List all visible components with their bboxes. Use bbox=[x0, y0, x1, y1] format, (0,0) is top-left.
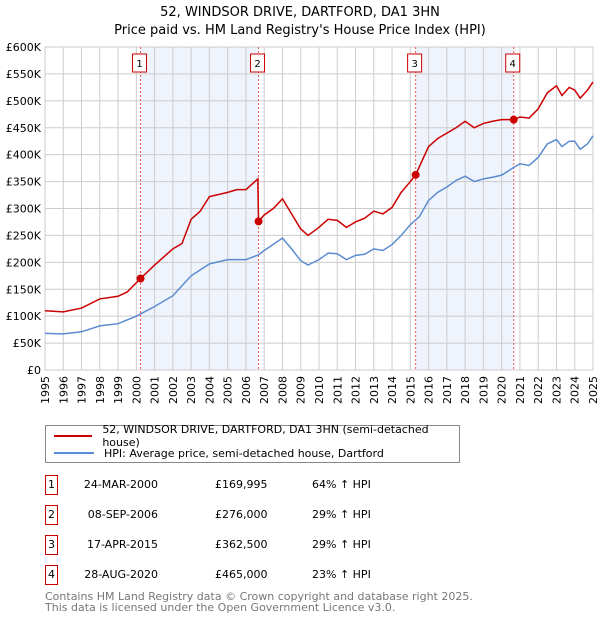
footer-line-2: This data is licensed under the Open Gov… bbox=[45, 601, 396, 614]
x-tick-label: 2017 bbox=[441, 376, 454, 404]
x-tick-label: 2022 bbox=[532, 376, 545, 404]
y-tick-label: £450K bbox=[6, 122, 42, 135]
x-tick-label: 2023 bbox=[550, 376, 563, 404]
x-tick-label: 1997 bbox=[76, 376, 89, 404]
sale-date: 24-MAR-2000 bbox=[83, 478, 158, 491]
footer-line-1: Contains HM Land Registry data © Crown c… bbox=[45, 590, 473, 603]
x-tick-label: 2005 bbox=[222, 376, 235, 404]
sale-date: 28-AUG-2020 bbox=[84, 568, 158, 581]
x-tick-label: 2021 bbox=[514, 376, 527, 404]
sale-label-box bbox=[250, 53, 266, 73]
x-tick-label: 2004 bbox=[203, 376, 216, 404]
x-tick-label: 2012 bbox=[350, 376, 363, 404]
sale-hpi-change: 29% ↑ HPI bbox=[312, 508, 371, 521]
sale-price: £465,000 bbox=[215, 568, 268, 581]
y-tick-label: £350K bbox=[6, 176, 42, 189]
sale-number-badge: 4 bbox=[45, 565, 58, 585]
sale-number-badge: 3 bbox=[45, 535, 58, 555]
x-tick-label: 2025 bbox=[587, 376, 600, 404]
x-tick-label: 2003 bbox=[185, 376, 198, 404]
y-tick-label: £200K bbox=[6, 256, 42, 269]
x-tick-label: 1999 bbox=[112, 376, 125, 404]
sale-hpi-change: 64% ↑ HPI bbox=[312, 478, 371, 491]
legend-item-property: 52, WINDSOR DRIVE, DARTFORD, DA1 3HN (se… bbox=[54, 423, 454, 449]
sale-number-badge: 1 bbox=[45, 475, 58, 495]
x-tick-label: 2020 bbox=[496, 376, 509, 404]
x-tick-label: 2015 bbox=[404, 376, 417, 404]
y-tick-label: £600K bbox=[6, 41, 42, 54]
x-tick-label: 2000 bbox=[130, 376, 143, 404]
y-tick-label: £500K bbox=[6, 95, 42, 108]
sale-number-badge: 2 bbox=[45, 505, 58, 525]
legend: 52, WINDSOR DRIVE, DARTFORD, DA1 3HN (se… bbox=[45, 423, 460, 463]
sale-label: 2 bbox=[254, 59, 260, 70]
sale-row: 2 08-SEP-2006 £276,000 29% ↑ HPI bbox=[45, 505, 465, 525]
x-tick-label: 2024 bbox=[569, 376, 582, 404]
x-tick-label: 2016 bbox=[423, 376, 436, 404]
x-tick-label: 2018 bbox=[459, 376, 472, 404]
legend-item-hpi: HPI: Average price, semi-detached house,… bbox=[54, 445, 454, 461]
y-tick-label: £0 bbox=[27, 364, 41, 377]
x-tick-label: 2001 bbox=[149, 376, 162, 404]
sale-label-box bbox=[407, 53, 423, 73]
x-tick-label: 2006 bbox=[240, 376, 253, 404]
sale-point bbox=[136, 274, 145, 283]
sale-hpi-change: 29% ↑ HPI bbox=[312, 538, 371, 551]
price-chart: 1995 1996 1997 1998 1999 2000 2001 2002 2003 2004… bbox=[6, 41, 600, 404]
sale-label: 1 bbox=[136, 59, 142, 70]
x-tick-label: 1995 bbox=[39, 376, 52, 404]
y-tick-label: £250K bbox=[6, 229, 42, 242]
y-tick-label: £150K bbox=[6, 283, 42, 296]
legend-label: HPI: Average price, semi-detached house,… bbox=[104, 446, 384, 460]
x-tick-label: 1998 bbox=[94, 376, 107, 404]
sale-price: £276,000 bbox=[215, 508, 268, 521]
sale-point bbox=[411, 170, 420, 179]
x-tick-label: 2009 bbox=[295, 376, 308, 404]
chart-title: 52, WINDSOR DRIVE, DARTFORD, DA1 3HN bbox=[160, 5, 440, 20]
y-tick-label: £50K bbox=[13, 337, 42, 350]
sale-date: 08-SEP-2006 bbox=[87, 508, 158, 521]
sale-price: £169,995 bbox=[215, 478, 268, 491]
x-tick-label: 2019 bbox=[477, 376, 490, 404]
sale-point bbox=[254, 217, 263, 226]
y-tick-label: £550K bbox=[6, 68, 42, 81]
sale-date: 17-APR-2015 bbox=[86, 538, 158, 551]
x-tick-label: 2013 bbox=[368, 376, 381, 404]
sale-price: £362,500 bbox=[215, 538, 268, 551]
sale-label: 4 bbox=[510, 59, 516, 70]
x-tick-label: 2007 bbox=[258, 376, 271, 404]
sale-label-box bbox=[132, 53, 148, 73]
y-tick-label: £300K bbox=[6, 203, 42, 216]
sale-label: 3 bbox=[411, 59, 417, 70]
legend-label: 52, WINDSOR DRIVE, DARTFORD, DA1 3HN (se… bbox=[102, 423, 429, 449]
x-tick-label: 2008 bbox=[276, 376, 289, 404]
sale-label-box bbox=[505, 53, 521, 73]
y-tick-label: £100K bbox=[6, 310, 42, 323]
sale-hpi-change: 23% ↑ HPI bbox=[312, 568, 371, 581]
plot-border bbox=[44, 46, 594, 371]
sale-row: 4 28-AUG-2020 £465,000 23% ↑ HPI bbox=[45, 565, 465, 585]
x-tick-label: 2011 bbox=[331, 376, 344, 404]
series-line bbox=[44, 135, 594, 335]
sale-row: 3 17-APR-2015 £362,500 29% ↑ HPI bbox=[45, 535, 465, 555]
x-tick-label: 2002 bbox=[167, 376, 180, 404]
x-tick-label: 1996 bbox=[57, 376, 70, 404]
series-line bbox=[44, 81, 594, 313]
x-tick-label: 2014 bbox=[386, 376, 399, 404]
y-tick-label: £400K bbox=[6, 149, 42, 162]
sale-row: 1 24-MAR-2000 £169,995 64% ↑ HPI bbox=[45, 475, 465, 495]
sale-point bbox=[509, 115, 518, 124]
chart-subtitle: Price paid vs. HM Land Registry's House … bbox=[114, 23, 486, 38]
x-tick-label: 2010 bbox=[313, 376, 326, 404]
